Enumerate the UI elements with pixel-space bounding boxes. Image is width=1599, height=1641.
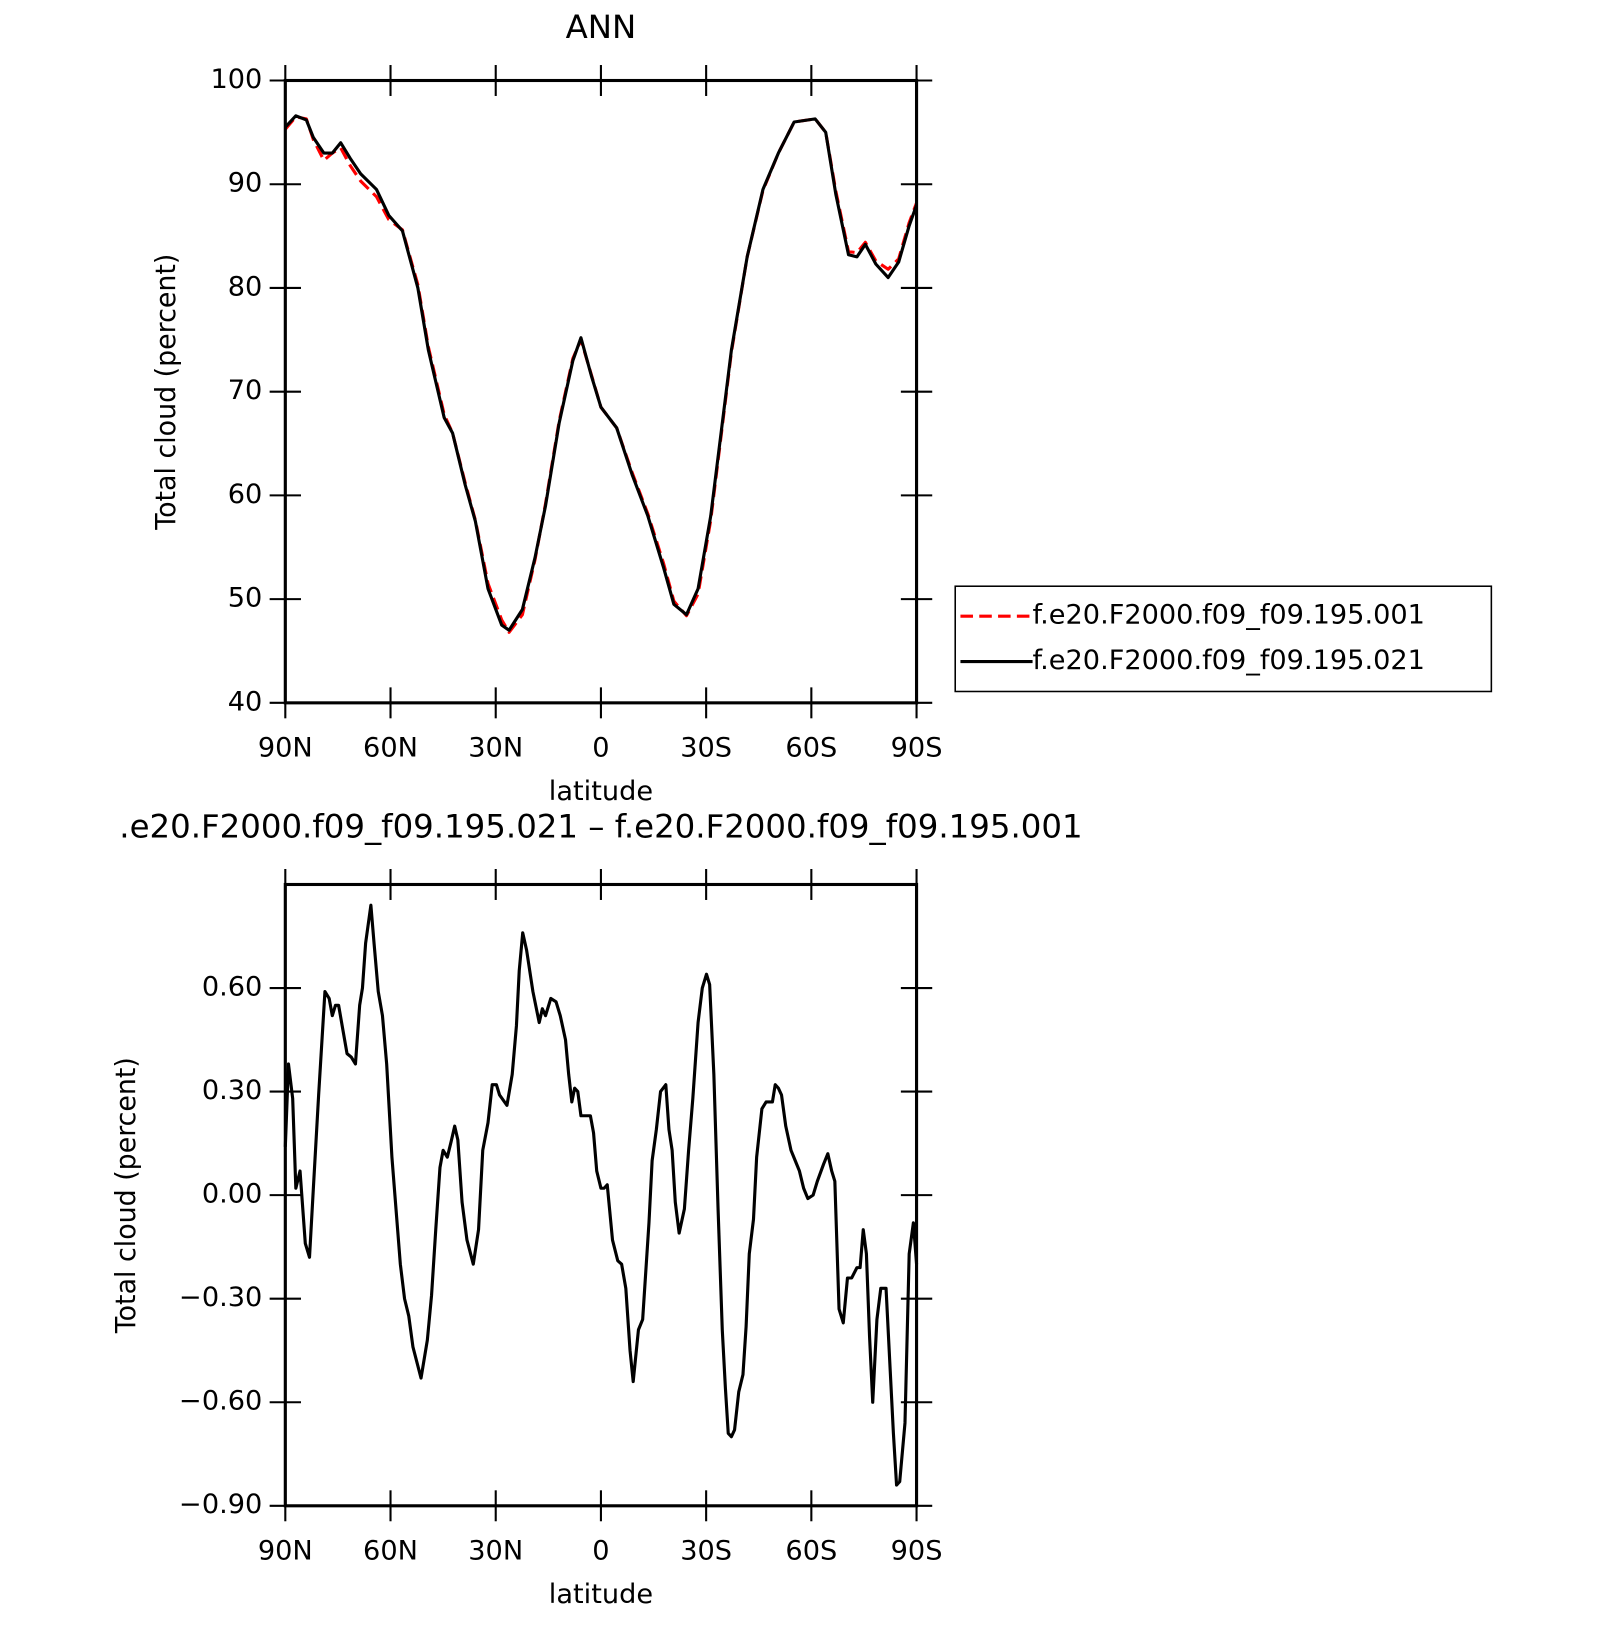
legend-box (954, 585, 1493, 693)
y-tick-label: 60 (228, 479, 263, 510)
y-tick-label: 0.30 (202, 1075, 263, 1106)
x-tick-label: 90S (891, 733, 943, 764)
x-tick-label: 60N (363, 1536, 418, 1567)
y-tick-label: −0.30 (179, 1282, 262, 1313)
x-tick-label: 0 (592, 733, 609, 764)
y-tick-label: 80 (228, 272, 263, 303)
y-tick-label: 0.00 (202, 1179, 263, 1210)
x-tick-label: 90N (258, 1536, 313, 1567)
x-tick-label: 30S (680, 1536, 732, 1567)
x-tick-label: 60N (363, 733, 418, 764)
x-axis-label: latitude (549, 776, 653, 807)
x-axis-label: latitude (549, 1579, 653, 1610)
y-axis-label: Total cloud (percent) (111, 1057, 142, 1334)
data-line (283, 903, 919, 1487)
chart-title: ANN (566, 8, 637, 46)
x-tick-label: 30S (680, 733, 732, 764)
y-tick-label: 90 (228, 168, 263, 199)
y-tick-label: −0.60 (179, 1386, 262, 1417)
y-tick-label: −0.90 (179, 1489, 262, 1520)
y-axis-label: Total cloud (percent) (151, 254, 182, 531)
legend-label: f.e20.F2000.f09_f09.195.001 (1033, 600, 1425, 631)
chart-title: .e20.F2000.f09_f09.195.021 – f.e20.F2000… (119, 808, 1082, 846)
data-line (284, 114, 919, 632)
y-tick-label: 70 (228, 375, 263, 406)
plot-frame (283, 78, 919, 705)
legend-label: f.e20.F2000.f09_f09.195.021 (1033, 645, 1425, 676)
x-tick-label: 90S (891, 1536, 943, 1567)
x-tick-label: 60S (785, 733, 837, 764)
y-tick-label: 50 (228, 583, 263, 614)
x-tick-label: 30N (468, 733, 523, 764)
y-tick-label: 40 (228, 686, 263, 717)
x-tick-label: 60S (785, 1536, 837, 1567)
x-tick-label: 90N (258, 733, 313, 764)
plot-frame (283, 882, 919, 1508)
x-tick-label: 0 (592, 1536, 609, 1567)
x-tick-label: 30N (468, 1536, 523, 1567)
y-tick-label: 0.60 (202, 972, 263, 1003)
y-tick-label: 100 (210, 64, 262, 95)
